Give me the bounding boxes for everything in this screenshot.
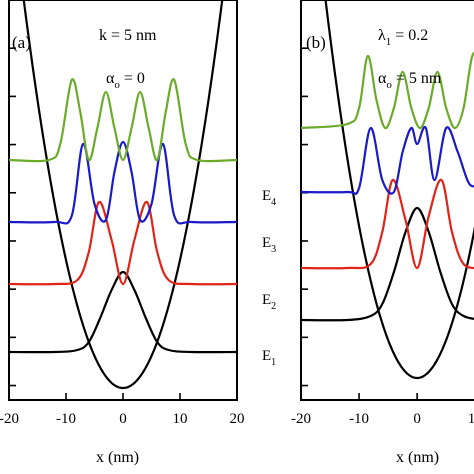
panel-b-x-tick-label: 0 (413, 411, 421, 427)
energy-label-e1: E1 (262, 348, 276, 368)
panel-b-x-tick-label: -20 (291, 411, 311, 427)
panel-a-x-ticks: -20 -10 0 10 20 (0, 393, 245, 427)
panel-b-curves (301, 0, 474, 380)
panel-a-x-tick-label: 0 (119, 411, 127, 427)
panel-b-potential-curve (324, 0, 474, 380)
panel-a-label: (a) (12, 33, 31, 52)
panel-a-y-ticks (9, 47, 16, 387)
panel-b-x-ticks: -20 -10 0 10 (291, 393, 474, 427)
panel-b-y-ticks (301, 47, 308, 387)
panel-a-x-tick-label: 20 (230, 411, 245, 427)
panel-b-frame (300, 0, 474, 401)
energy-label-e2: E2 (262, 292, 276, 312)
panel-a-annotation-k: k = 5 nm (99, 27, 157, 44)
panel-b-state-3-curve (301, 125, 474, 195)
panel-a: -20 -10 0 10 20 (a) k = 5 nm αo = 0 x (nm) (0, 0, 245, 466)
energy-labels: E4 E3 E2 E1 (262, 188, 276, 368)
panel-a-annotation-alpha: αo = 0 (106, 70, 145, 91)
panel-b-label: (b) (306, 33, 326, 52)
panel-a-x-tick-label: -20 (0, 411, 19, 427)
panel-a-state-1-curve (9, 270, 237, 354)
panel-b-annotation-lambda: λ1 = 0.2 (378, 27, 428, 48)
energy-label-e4: E4 (262, 188, 276, 208)
panel-b-x-tick-label: -10 (349, 411, 369, 427)
panel-a-state-3-curve (9, 140, 237, 225)
panel-a-state-4-curve (9, 78, 237, 163)
panel-b: -20 -10 0 10 (b) λ1 = 0.2 αo = 5 nm x (nm) (291, 0, 474, 466)
panel-b-state-1-curve (301, 206, 474, 322)
panel-a-frame (8, 0, 238, 401)
panel-a-potential-curve (22, 0, 224, 390)
panel-b-xlabel: x (nm) (396, 449, 439, 466)
panel-b-state-2-curve (301, 178, 474, 270)
panel-a-x-tick-label: 10 (173, 411, 188, 427)
panel-b-annotation-alpha: αo = 5 nm (378, 70, 442, 91)
panel-a-xlabel: x (nm) (96, 449, 139, 466)
panel-a-state-2-curve (9, 200, 237, 286)
panel-b-state-4-curve (301, 51, 474, 130)
panel-a-curves (9, 0, 237, 390)
energy-label-e3: E3 (262, 235, 276, 255)
panel-b-x-tick-label: 10 (468, 411, 474, 427)
panel-a-x-tick-label: -10 (56, 411, 76, 427)
